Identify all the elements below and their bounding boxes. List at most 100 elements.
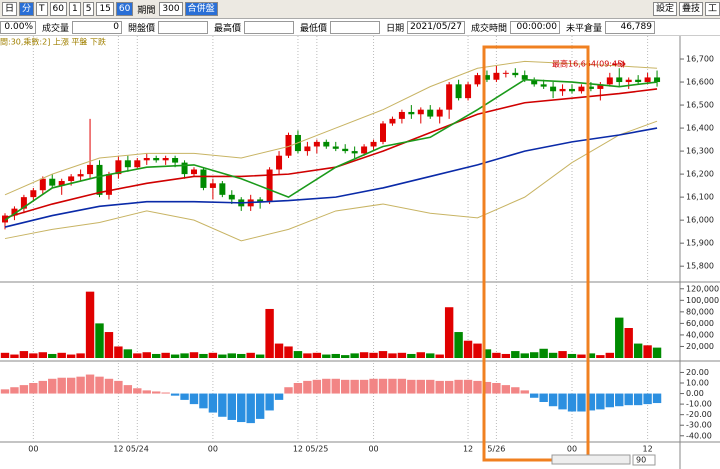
candle-body	[172, 158, 179, 163]
candle-body	[68, 176, 75, 182]
candle-body	[474, 75, 481, 85]
change: 0.00%	[0, 20, 36, 34]
bar	[246, 352, 255, 358]
x-tick-label: 00	[208, 445, 218, 454]
bar	[454, 332, 463, 358]
bar	[170, 393, 180, 396]
y-tick-label: 16,700	[686, 55, 714, 64]
merge-select[interactable]: 合併盤	[184, 2, 218, 16]
candle-body	[162, 158, 169, 161]
field-label: 最高價	[214, 23, 242, 34]
bar	[95, 323, 104, 358]
candle-body	[39, 178, 46, 191]
tool-button[interactable]: 設定	[652, 2, 677, 16]
bar	[142, 352, 151, 358]
y-tick-label: -40.00	[686, 431, 712, 440]
bar	[397, 378, 407, 394]
field-value	[244, 20, 295, 34]
candle-body	[408, 111, 415, 115]
field-value: 2021/05/27	[407, 20, 465, 34]
bar	[274, 393, 284, 400]
bar	[133, 353, 142, 358]
candle-body	[370, 141, 377, 147]
field-label: 成交時間	[470, 23, 507, 34]
right-buttons: 設定 疊技工	[652, 2, 720, 16]
y-tick-label: 20,000	[686, 342, 714, 351]
bar	[199, 353, 208, 358]
bar	[539, 348, 548, 358]
bar	[388, 353, 397, 358]
candle-body	[635, 79, 642, 83]
candle-body	[606, 77, 613, 85]
period-input[interactable]: 300	[159, 2, 183, 16]
bar	[237, 393, 246, 423]
bar	[85, 291, 95, 358]
bar	[322, 378, 331, 394]
bar	[66, 354, 76, 358]
candle-body	[285, 134, 292, 156]
annotation-arrow	[612, 60, 626, 68]
bar	[10, 354, 19, 358]
candle-body	[521, 75, 528, 80]
bar	[19, 385, 29, 394]
bar	[284, 387, 293, 394]
interval-button[interactable]: 60	[115, 2, 134, 16]
bar	[369, 378, 378, 394]
bar	[76, 376, 85, 394]
candle-body	[96, 164, 103, 195]
scrollbar	[551, 454, 631, 465]
y-tick-label: 16,300	[686, 147, 714, 156]
candle-body	[134, 160, 141, 168]
candle-body	[455, 84, 462, 99]
bar	[38, 380, 47, 394]
candle-body	[587, 86, 594, 89]
bar	[293, 351, 303, 358]
bar	[652, 393, 662, 404]
bar	[284, 346, 293, 358]
bar	[378, 351, 388, 358]
y-tick-label: 60,000	[686, 319, 714, 328]
bar	[530, 352, 539, 358]
tool-button[interactable]: 工	[704, 2, 720, 16]
bar	[586, 393, 596, 411]
bar	[170, 354, 180, 358]
bar	[567, 393, 577, 412]
bar	[407, 379, 416, 394]
bar	[426, 353, 435, 358]
bar	[426, 379, 435, 394]
interval-select[interactable]: 60	[49, 2, 67, 16]
candle-body	[276, 155, 283, 170]
tool-button[interactable]: 分	[19, 2, 35, 16]
interval-button[interactable]: 5	[82, 2, 95, 16]
bar	[463, 340, 473, 358]
bar	[123, 385, 133, 394]
candle-body	[361, 146, 368, 154]
candle-body	[493, 72, 500, 80]
bar	[312, 379, 322, 394]
interval-button[interactable]: 1	[68, 2, 81, 16]
bar	[48, 353, 57, 358]
candle-body	[332, 146, 339, 149]
bar	[29, 353, 38, 358]
tool-button[interactable]: T	[36, 2, 48, 16]
bar	[76, 353, 85, 358]
bar	[265, 308, 274, 358]
bar	[586, 353, 596, 358]
bar	[312, 352, 322, 358]
candle-body	[209, 183, 216, 188]
tool-button[interactable]: 疊技	[678, 2, 703, 16]
bar	[548, 352, 558, 358]
bar	[208, 352, 218, 358]
field-value: 00:00:00	[509, 20, 560, 34]
y-tick-label: 16,100	[686, 193, 714, 202]
interval-button[interactable]: 15	[96, 2, 114, 16]
bar	[511, 351, 520, 358]
candle-body	[578, 86, 585, 92]
candle-body	[219, 183, 226, 195]
x-tick-label: 05/24	[126, 445, 149, 454]
y-tick-label: -10.00	[686, 400, 712, 409]
tool-button[interactable]: 日	[2, 2, 18, 16]
bar	[189, 352, 199, 358]
